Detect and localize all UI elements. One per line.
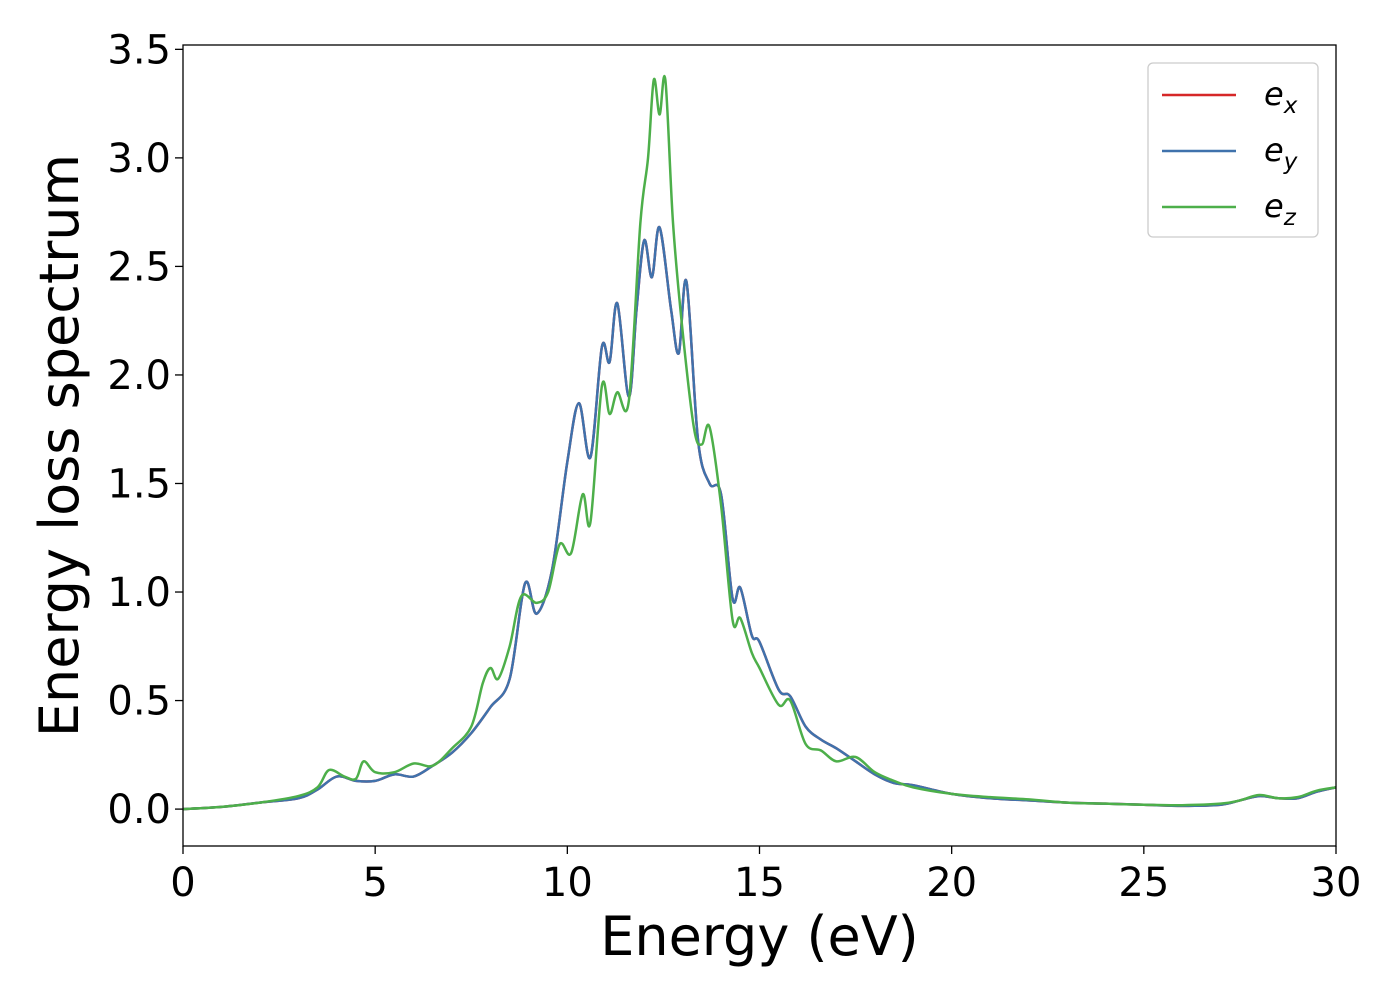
y-tick-label: 2.5 [107, 244, 171, 290]
y-axis-ticks: 0.0 0.5 1.0 1.5 2.0 2.5 3.0 3.5 [107, 27, 183, 833]
legend-label-e-z: ez [1264, 187, 1297, 231]
x-tick-label: 0 [170, 860, 195, 906]
series-line-e-z [182, 74, 1337, 811]
y-tick-label: 0.5 [107, 679, 171, 725]
x-tick-label: 10 [542, 860, 593, 906]
legend-label-e-x: ex [1264, 75, 1298, 119]
x-tick-label: 15 [734, 860, 785, 906]
x-axis-label: Energy (eV) [600, 905, 919, 968]
legend-label-e-y: ey [1264, 131, 1298, 175]
y-tick-label: 1.5 [107, 461, 171, 507]
x-tick-label: 20 [926, 860, 977, 906]
x-tick-label: 30 [1311, 860, 1362, 906]
y-tick-label: 0.0 [107, 787, 171, 833]
x-axis-ticks: 0 5 10 15 20 25 30 [170, 846, 1361, 906]
y-axis-label: Energy loss spectrum [28, 154, 91, 737]
legend: ex ey ez [1147, 62, 1319, 238]
x-tick-label: 5 [362, 860, 387, 906]
y-tick-label: 2.0 [107, 353, 171, 399]
series-group [182, 74, 1337, 811]
y-tick-label: 1.0 [107, 570, 171, 616]
x-tick-label: 25 [1118, 860, 1169, 906]
y-tick-label: 3.0 [107, 136, 171, 182]
y-tick-label: 3.5 [107, 27, 171, 73]
